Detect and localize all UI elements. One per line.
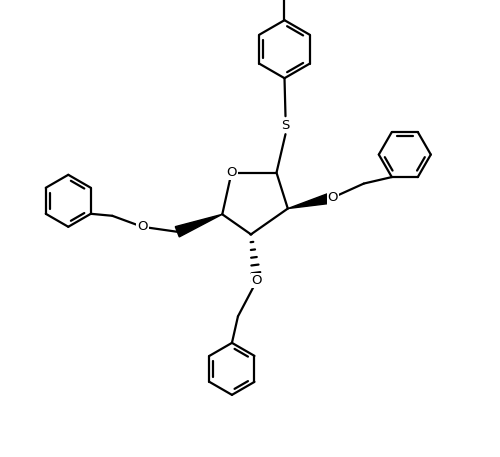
Text: O: O xyxy=(137,220,147,233)
Text: O: O xyxy=(328,191,338,204)
Polygon shape xyxy=(288,192,334,208)
Polygon shape xyxy=(176,214,222,237)
Text: O: O xyxy=(226,166,237,179)
Text: S: S xyxy=(282,119,290,132)
Text: O: O xyxy=(252,274,262,287)
